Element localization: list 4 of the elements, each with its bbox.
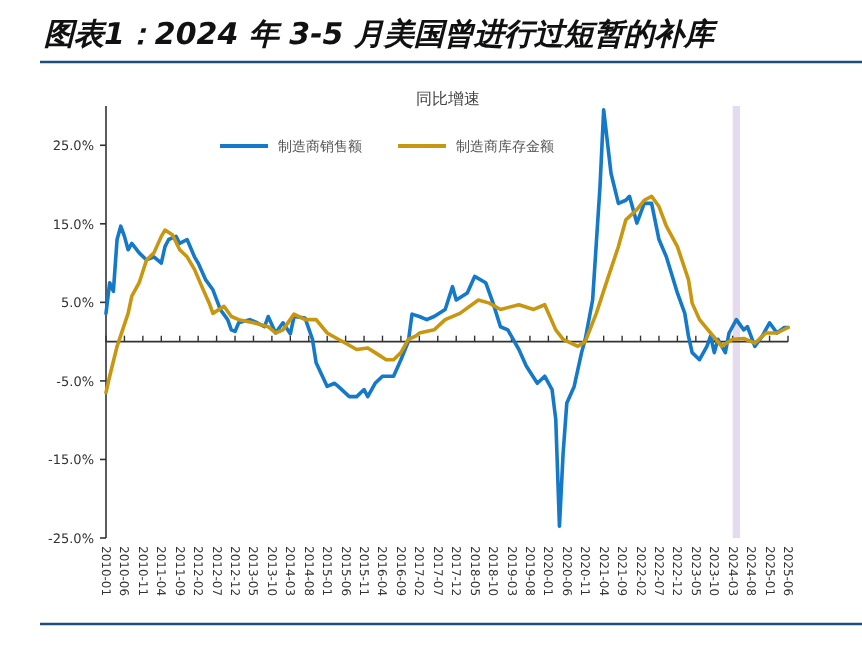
line-series <box>104 194 790 395</box>
chart-title: 图表1：2024 年 3-5 月美国曾进行过短暂的补库 <box>44 16 718 52</box>
line-series <box>104 108 790 529</box>
chart-subtitle: 同比增速 <box>416 90 480 108</box>
